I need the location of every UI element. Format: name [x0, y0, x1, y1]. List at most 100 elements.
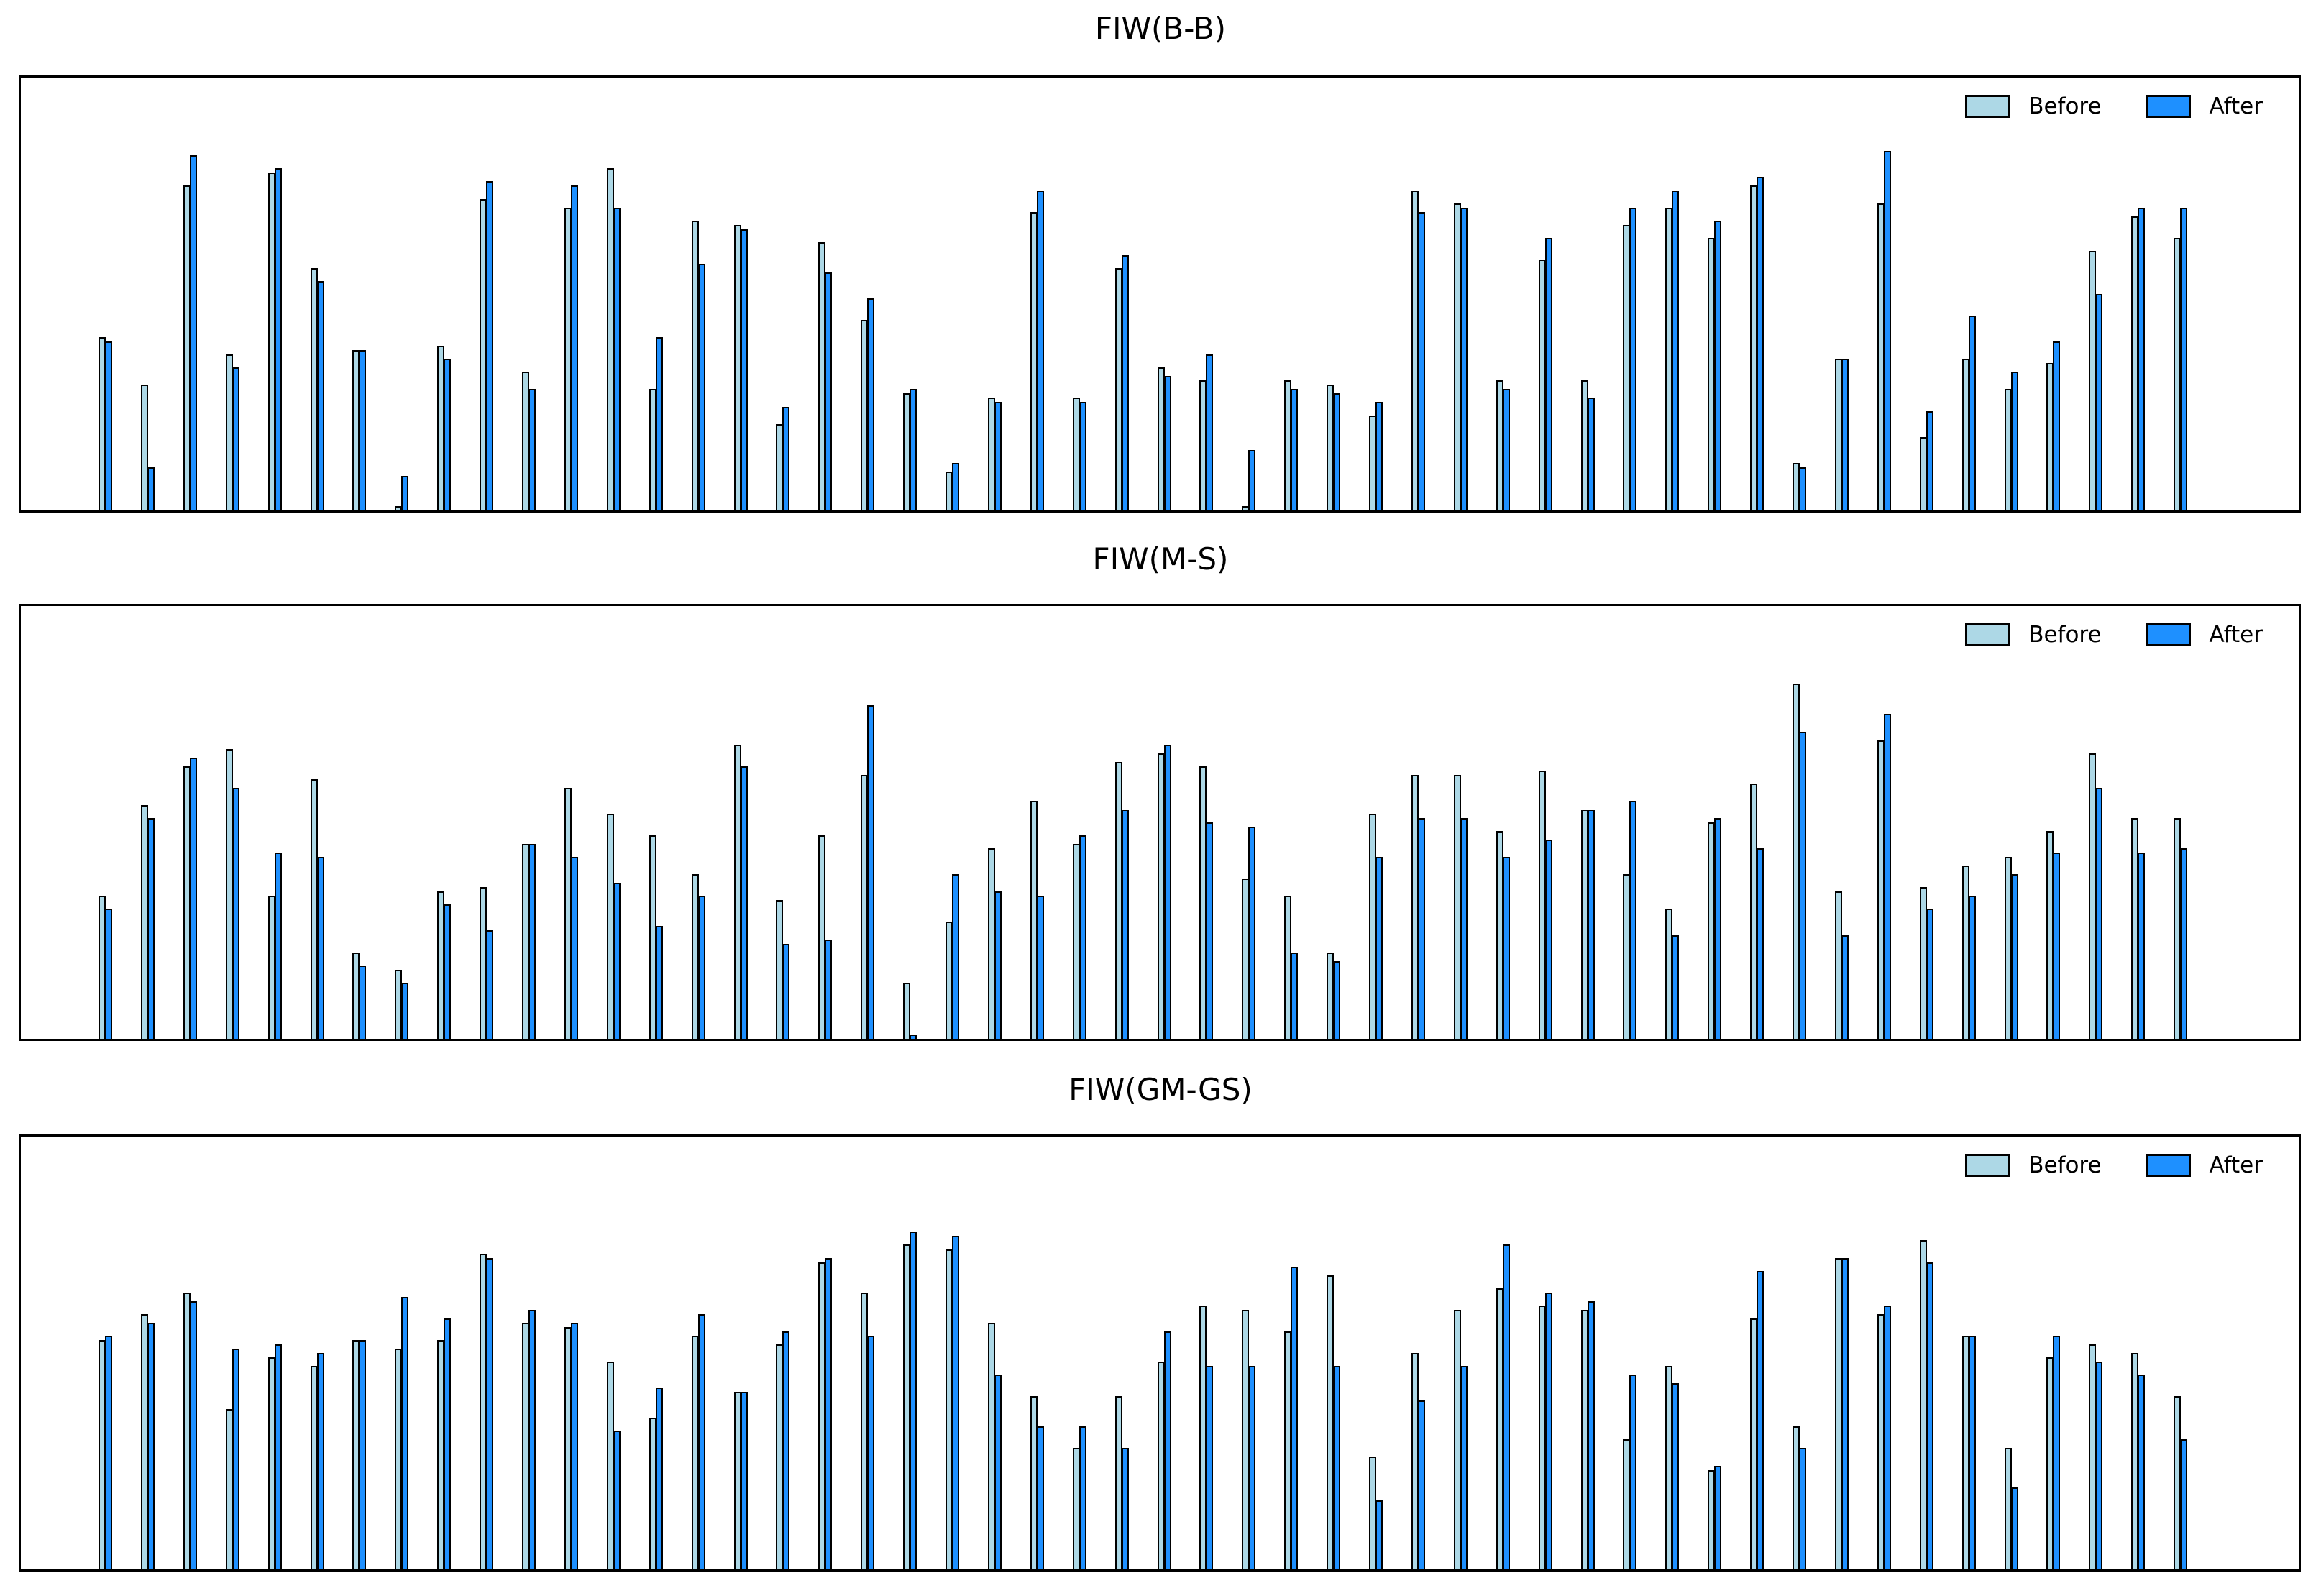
- subplot-title-fiw-m-s: FIW(M-S): [1092, 541, 1229, 577]
- bar-after: [2180, 208, 2188, 510]
- bar-after: [1757, 1271, 1764, 1569]
- bar-after: [782, 944, 790, 1039]
- bar-after: [825, 940, 833, 1039]
- bar-after: [613, 883, 621, 1039]
- plot-area: [21, 1137, 2299, 1569]
- bar-after: [1629, 208, 1637, 510]
- bar-after: [1121, 810, 1129, 1039]
- bar-after: [1333, 961, 1341, 1039]
- bar-after: [1163, 376, 1171, 510]
- subplot-fiw-m-s: Before After: [19, 604, 2301, 1041]
- bar-after: [1883, 1306, 1891, 1569]
- bar-after: [1714, 818, 1722, 1039]
- plot-area: [21, 78, 2299, 510]
- bar-after: [655, 337, 663, 510]
- bar-before: [903, 983, 911, 1039]
- bar-after: [570, 857, 578, 1039]
- bar-after: [1502, 857, 1510, 1039]
- bar-after: [1926, 411, 1933, 510]
- bar-after: [359, 966, 367, 1039]
- bar-after: [1417, 1400, 1425, 1569]
- bar-after: [189, 1301, 197, 1569]
- bar-after: [359, 1340, 367, 1569]
- bar-after: [1841, 1258, 1849, 1569]
- bar-after: [655, 926, 663, 1039]
- bar-after: [486, 930, 494, 1039]
- bar-after: [613, 208, 621, 510]
- subplot-title-fiw-gm-gs: FIW(GM-GS): [1068, 1072, 1253, 1107]
- bar-after: [2010, 874, 2018, 1039]
- bar-after: [1883, 151, 1891, 510]
- bar-after: [1291, 1267, 1299, 1569]
- bar-after: [1291, 389, 1299, 510]
- bar-after: [105, 341, 112, 510]
- bar-after: [1248, 827, 1256, 1039]
- bar-after: [1460, 1366, 1468, 1569]
- bar-after: [697, 896, 705, 1039]
- bar-after: [444, 359, 452, 510]
- bar-after: [1333, 393, 1341, 510]
- bar-after: [1248, 1366, 1256, 1569]
- bar-after: [1206, 1366, 1214, 1569]
- bar-after: [697, 1314, 705, 1569]
- bar-after: [2180, 848, 2188, 1039]
- bar-after: [952, 463, 959, 510]
- bar-after: [1121, 255, 1129, 510]
- bar-after: [401, 1297, 409, 1569]
- legend: Before After: [1965, 622, 2263, 648]
- bar-after: [105, 1336, 112, 1569]
- bar-after: [1799, 467, 1806, 510]
- bar-after: [910, 389, 917, 510]
- bar-after: [994, 1375, 1002, 1569]
- bar-after: [401, 476, 409, 510]
- bar-after: [1333, 1366, 1341, 1569]
- bar-after: [1502, 1244, 1510, 1569]
- bar-after: [1460, 208, 1468, 510]
- bar-after: [1757, 848, 1764, 1039]
- bar-after: [1502, 389, 1510, 510]
- bar-after: [1036, 896, 1044, 1039]
- plot-area: [21, 606, 2299, 1039]
- bar-after: [1206, 354, 1214, 510]
- bar-after: [570, 185, 578, 510]
- bar-after: [2095, 1362, 2103, 1569]
- bar-after: [2095, 294, 2103, 510]
- legend-label-after: After: [2209, 622, 2263, 648]
- bar-after: [528, 1310, 536, 1569]
- bar-after: [444, 904, 452, 1039]
- bar-after: [1460, 818, 1468, 1039]
- bar-after: [189, 758, 197, 1039]
- bar-after: [528, 844, 536, 1039]
- bar-after: [613, 1431, 621, 1569]
- bar-after: [1629, 801, 1637, 1039]
- bar-after: [1757, 177, 1764, 510]
- bar-after: [867, 1336, 875, 1569]
- bar-after: [1375, 857, 1383, 1039]
- bar-after: [867, 298, 875, 510]
- bar-after: [867, 705, 875, 1039]
- bar-after: [1968, 896, 1976, 1039]
- bar-after: [2010, 1487, 2018, 1569]
- bar-after: [2180, 1439, 2188, 1569]
- bar-after: [1841, 359, 1849, 510]
- bar-after: [444, 1318, 452, 1569]
- before-swatch-icon: [1965, 1154, 2010, 1177]
- bar-after: [1079, 1426, 1086, 1569]
- bar-after: [486, 1258, 494, 1569]
- bar-after: [952, 874, 959, 1039]
- bar-after: [2138, 1375, 2146, 1569]
- before-swatch-icon: [1965, 95, 2010, 118]
- bar-after: [1375, 402, 1383, 510]
- bar-after: [232, 788, 239, 1039]
- legend: Before After: [1965, 1152, 2263, 1178]
- legend-item-after: After: [2146, 93, 2263, 119]
- after-swatch-icon: [2146, 95, 2191, 118]
- bar-after: [1968, 316, 1976, 510]
- bar-after: [486, 181, 494, 510]
- bar-after: [1544, 1293, 1552, 1569]
- bar-after: [1799, 732, 1806, 1039]
- bar-after: [1799, 1448, 1806, 1569]
- bar-after: [1544, 238, 1552, 510]
- bar-after: [316, 281, 324, 510]
- legend: Before After: [1965, 93, 2263, 119]
